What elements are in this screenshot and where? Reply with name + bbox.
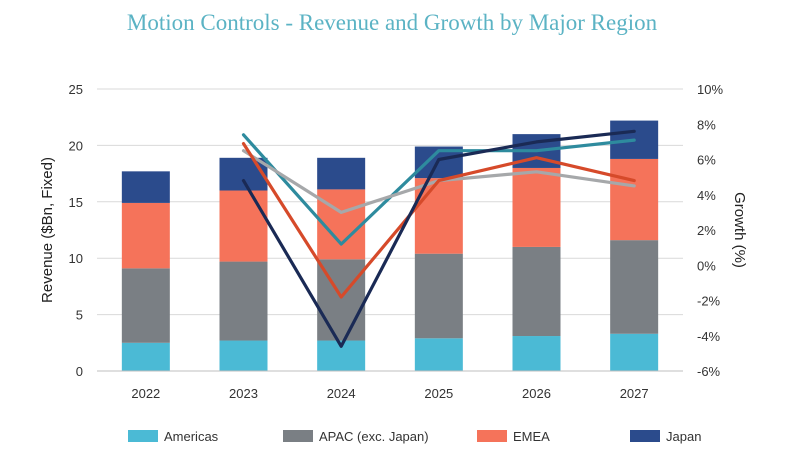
bar-segment bbox=[610, 158, 659, 241]
y2-tick-label: 0% bbox=[697, 258, 716, 273]
legend-swatch bbox=[630, 430, 660, 442]
bar-segment bbox=[610, 240, 659, 334]
y2-tick-label: 2% bbox=[697, 223, 716, 238]
y2-tick-label: 10% bbox=[697, 82, 723, 97]
bar-segment bbox=[317, 157, 366, 190]
legend: Americas APAC (exc. Japan) EMEA Japan bbox=[128, 429, 701, 444]
bar-segment bbox=[121, 268, 170, 343]
y2-tick-label: 4% bbox=[697, 188, 716, 203]
x-tick-label: 2024 bbox=[327, 386, 356, 401]
y-tick-label: 20 bbox=[69, 138, 83, 153]
gridlines bbox=[97, 88, 683, 372]
growth-line bbox=[241, 133, 636, 246]
bar-segment bbox=[610, 333, 659, 371]
y-tick-label: 15 bbox=[69, 195, 83, 210]
y2-tick-label: 6% bbox=[697, 153, 716, 168]
x-tick-label: 2023 bbox=[229, 386, 258, 401]
bar-segment bbox=[219, 261, 268, 341]
bar-segment bbox=[512, 336, 561, 371]
bar-segment bbox=[512, 167, 561, 247]
x-tick-label: 2027 bbox=[620, 386, 649, 401]
y2-tick-label: -6% bbox=[697, 364, 721, 379]
bar-segment bbox=[121, 202, 170, 269]
legend-swatch bbox=[128, 430, 158, 442]
chart-title: Motion Controls - Revenue and Growth by … bbox=[127, 10, 658, 35]
x-tick-label: 2022 bbox=[131, 386, 160, 401]
y-tick-label: 25 bbox=[69, 82, 83, 97]
bar-stacks bbox=[121, 120, 659, 371]
growth-line bbox=[241, 129, 636, 348]
legend-swatch bbox=[283, 430, 313, 442]
bar-segment bbox=[414, 253, 463, 339]
growth-line bbox=[241, 142, 636, 299]
growth-lines bbox=[241, 129, 636, 348]
bar-segment bbox=[219, 157, 268, 191]
legend-label: EMEA bbox=[513, 429, 550, 444]
x-tick-label: 2025 bbox=[424, 386, 453, 401]
y-tick-label: 5 bbox=[76, 308, 83, 323]
bar-segment bbox=[121, 342, 170, 371]
y-tick-label: 10 bbox=[69, 251, 83, 266]
legend-label: Americas bbox=[164, 429, 219, 444]
y2-tick-label: -4% bbox=[697, 329, 721, 344]
legend-label: APAC (exc. Japan) bbox=[319, 429, 429, 444]
legend-label: Japan bbox=[666, 429, 701, 444]
legend-swatch bbox=[477, 430, 507, 442]
y2-tick-label: -2% bbox=[697, 294, 721, 309]
bar-segment bbox=[219, 190, 268, 262]
bar-segment bbox=[414, 338, 463, 371]
bar-segment bbox=[512, 246, 561, 337]
bar-segment bbox=[121, 171, 170, 203]
y2-tick-label: 8% bbox=[697, 117, 716, 132]
bar-segment bbox=[219, 340, 268, 371]
y-axis-label: Revenue ($Bn, Fixed) bbox=[39, 157, 56, 303]
y2-axis-label: Growth (%) bbox=[731, 192, 748, 268]
y-tick-label: 0 bbox=[76, 364, 83, 379]
x-tick-label: 2026 bbox=[522, 386, 551, 401]
